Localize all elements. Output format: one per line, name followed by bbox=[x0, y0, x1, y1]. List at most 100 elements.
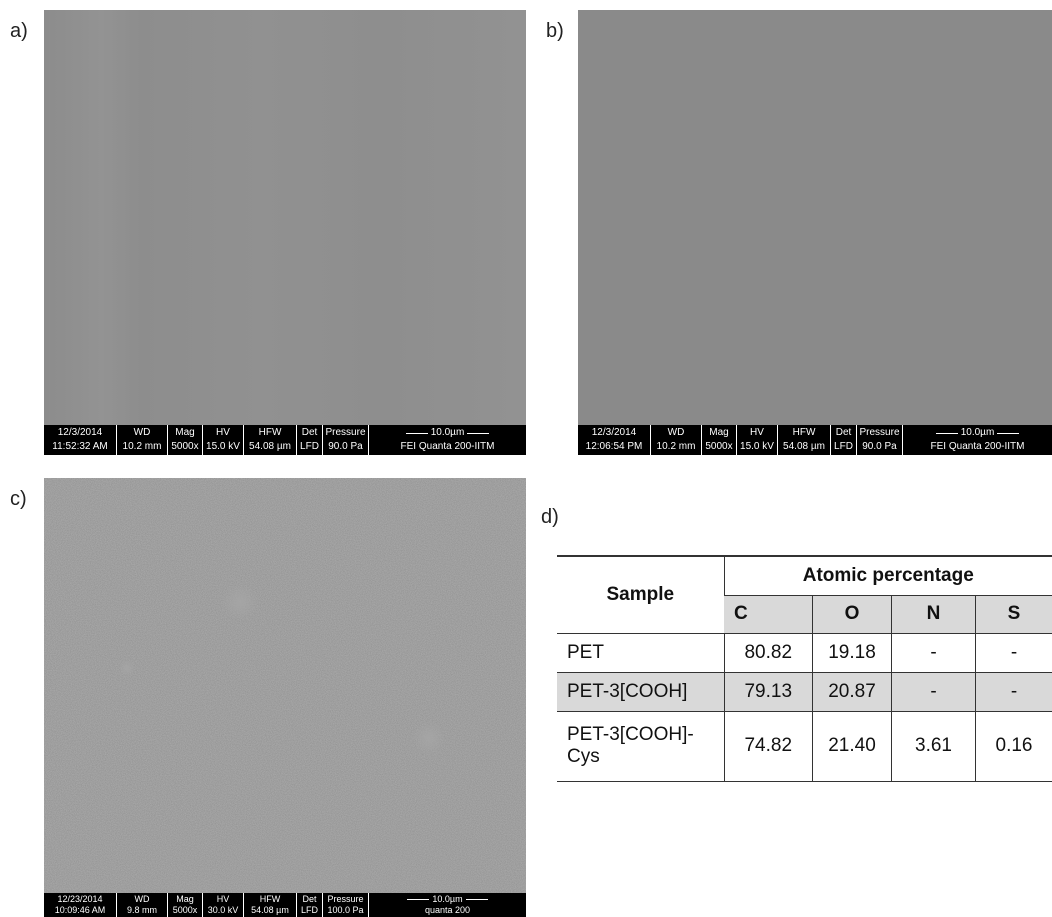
scale-label: 10.0µm bbox=[431, 426, 465, 440]
sample-name: PET bbox=[567, 642, 707, 664]
scale-bar: 10.0µm bbox=[936, 426, 1020, 440]
info-header: HFW bbox=[793, 426, 816, 440]
info-header: HFW bbox=[260, 894, 281, 905]
info-header: HV bbox=[216, 426, 230, 440]
value-cell: 3.61 bbox=[892, 711, 976, 781]
info-date: 12/3/2014 bbox=[58, 426, 103, 440]
scale-bar: 10.0µm bbox=[407, 894, 487, 905]
value-cell: 80.82 bbox=[724, 633, 813, 672]
info-value: LFD bbox=[301, 905, 318, 916]
info-value: 30.0 kV bbox=[208, 905, 239, 916]
sample-cell: PET-3[COOH]-Cys bbox=[557, 711, 724, 781]
info-time: 12:06:54 PM bbox=[586, 440, 643, 454]
instrument: quanta 200 bbox=[425, 905, 470, 916]
info-header: Pressure bbox=[325, 426, 365, 440]
sem-image bbox=[44, 478, 526, 893]
column-header: C bbox=[724, 595, 813, 633]
info-date: 12/3/2014 bbox=[592, 426, 637, 440]
value-cell: 74.82 bbox=[724, 711, 813, 781]
info-header: Mag bbox=[175, 426, 194, 440]
info-value: 54.08 µm bbox=[249, 440, 291, 454]
scale-bar: 10.0µm bbox=[406, 426, 490, 440]
scale-label: 10.0µm bbox=[432, 894, 462, 905]
instrument: FEI Quanta 200-IITM bbox=[931, 440, 1025, 454]
info-header: Pressure bbox=[859, 426, 899, 440]
info-value: 54.08 µm bbox=[783, 440, 825, 454]
sem-image bbox=[578, 10, 1052, 425]
info-value: 54.08 µm bbox=[251, 905, 289, 916]
scale-line bbox=[997, 433, 1019, 434]
info-value: 10.2 mm bbox=[657, 440, 696, 454]
header-cell: Atomic percentage bbox=[724, 556, 1052, 595]
info-value: LFD bbox=[300, 440, 319, 454]
panel-label: d) bbox=[541, 506, 559, 529]
value-cell: 0.16 bbox=[976, 711, 1052, 781]
header-cell: Sample bbox=[557, 556, 724, 633]
info-header: Det bbox=[836, 426, 852, 440]
value-cell: - bbox=[892, 633, 976, 672]
info-header: Det bbox=[302, 894, 316, 905]
scale-line bbox=[467, 433, 489, 434]
info-value: 90.0 Pa bbox=[862, 440, 896, 454]
scale-label: 10.0µm bbox=[961, 426, 995, 440]
info-value: LFD bbox=[834, 440, 853, 454]
value-cell: - bbox=[976, 633, 1052, 672]
sample-name: PET-3[COOH]-Cys bbox=[567, 724, 707, 768]
value-cell: - bbox=[976, 672, 1052, 711]
instrument: FEI Quanta 200-IITM bbox=[401, 440, 495, 454]
info-value: 15.0 kV bbox=[740, 440, 774, 454]
info-value: 100.0 Pa bbox=[327, 905, 363, 916]
info-header: HV bbox=[750, 426, 764, 440]
info-header: Det bbox=[302, 426, 318, 440]
scale-line bbox=[466, 899, 488, 900]
info-value: 15.0 kV bbox=[206, 440, 240, 454]
info-value: 5000x bbox=[173, 905, 198, 916]
value-cell: 19.18 bbox=[813, 633, 892, 672]
panel-label: a) bbox=[10, 20, 28, 43]
info-time: 11:52:32 AM bbox=[52, 440, 107, 454]
info-header: HFW bbox=[259, 426, 282, 440]
info-header: Pressure bbox=[327, 894, 363, 905]
column-header: N bbox=[892, 595, 976, 633]
sample-cell: PET-3[COOH] bbox=[557, 672, 724, 711]
info-header: Mag bbox=[709, 426, 728, 440]
info-value: 5000x bbox=[171, 440, 198, 454]
info-value: 5000x bbox=[705, 440, 732, 454]
value-cell: - bbox=[892, 672, 976, 711]
panel-label: b) bbox=[546, 20, 564, 43]
info-header: WD bbox=[668, 426, 685, 440]
panel-label: c) bbox=[10, 488, 27, 511]
scale-line bbox=[406, 433, 428, 434]
